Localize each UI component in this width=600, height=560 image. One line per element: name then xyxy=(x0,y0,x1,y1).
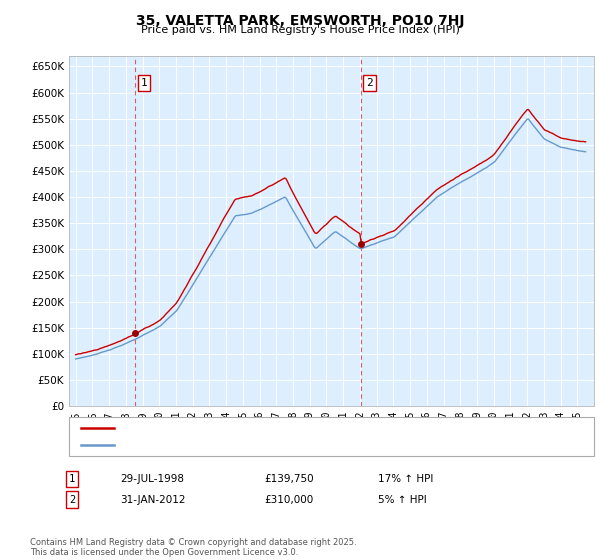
Text: Price paid vs. HM Land Registry's House Price Index (HPI): Price paid vs. HM Land Registry's House … xyxy=(140,25,460,35)
Text: 2: 2 xyxy=(69,494,75,505)
Text: HPI: Average price, detached house, Havant: HPI: Average price, detached house, Hava… xyxy=(120,440,350,450)
Text: Contains HM Land Registry data © Crown copyright and database right 2025.
This d: Contains HM Land Registry data © Crown c… xyxy=(30,538,356,557)
Text: 35, VALETTA PARK, EMSWORTH, PO10 7HJ: 35, VALETTA PARK, EMSWORTH, PO10 7HJ xyxy=(136,14,464,28)
Text: £310,000: £310,000 xyxy=(264,494,313,505)
Text: 1: 1 xyxy=(69,474,75,484)
Text: 5% ↑ HPI: 5% ↑ HPI xyxy=(378,494,427,505)
Text: 17% ↑ HPI: 17% ↑ HPI xyxy=(378,474,433,484)
Text: 1: 1 xyxy=(140,78,147,88)
Text: 35, VALETTA PARK, EMSWORTH, PO10 7HJ (detached house): 35, VALETTA PARK, EMSWORTH, PO10 7HJ (de… xyxy=(120,423,431,433)
Text: 31-JAN-2012: 31-JAN-2012 xyxy=(120,494,185,505)
Text: 2: 2 xyxy=(366,78,373,88)
Text: 29-JUL-1998: 29-JUL-1998 xyxy=(120,474,184,484)
Text: £139,750: £139,750 xyxy=(264,474,314,484)
